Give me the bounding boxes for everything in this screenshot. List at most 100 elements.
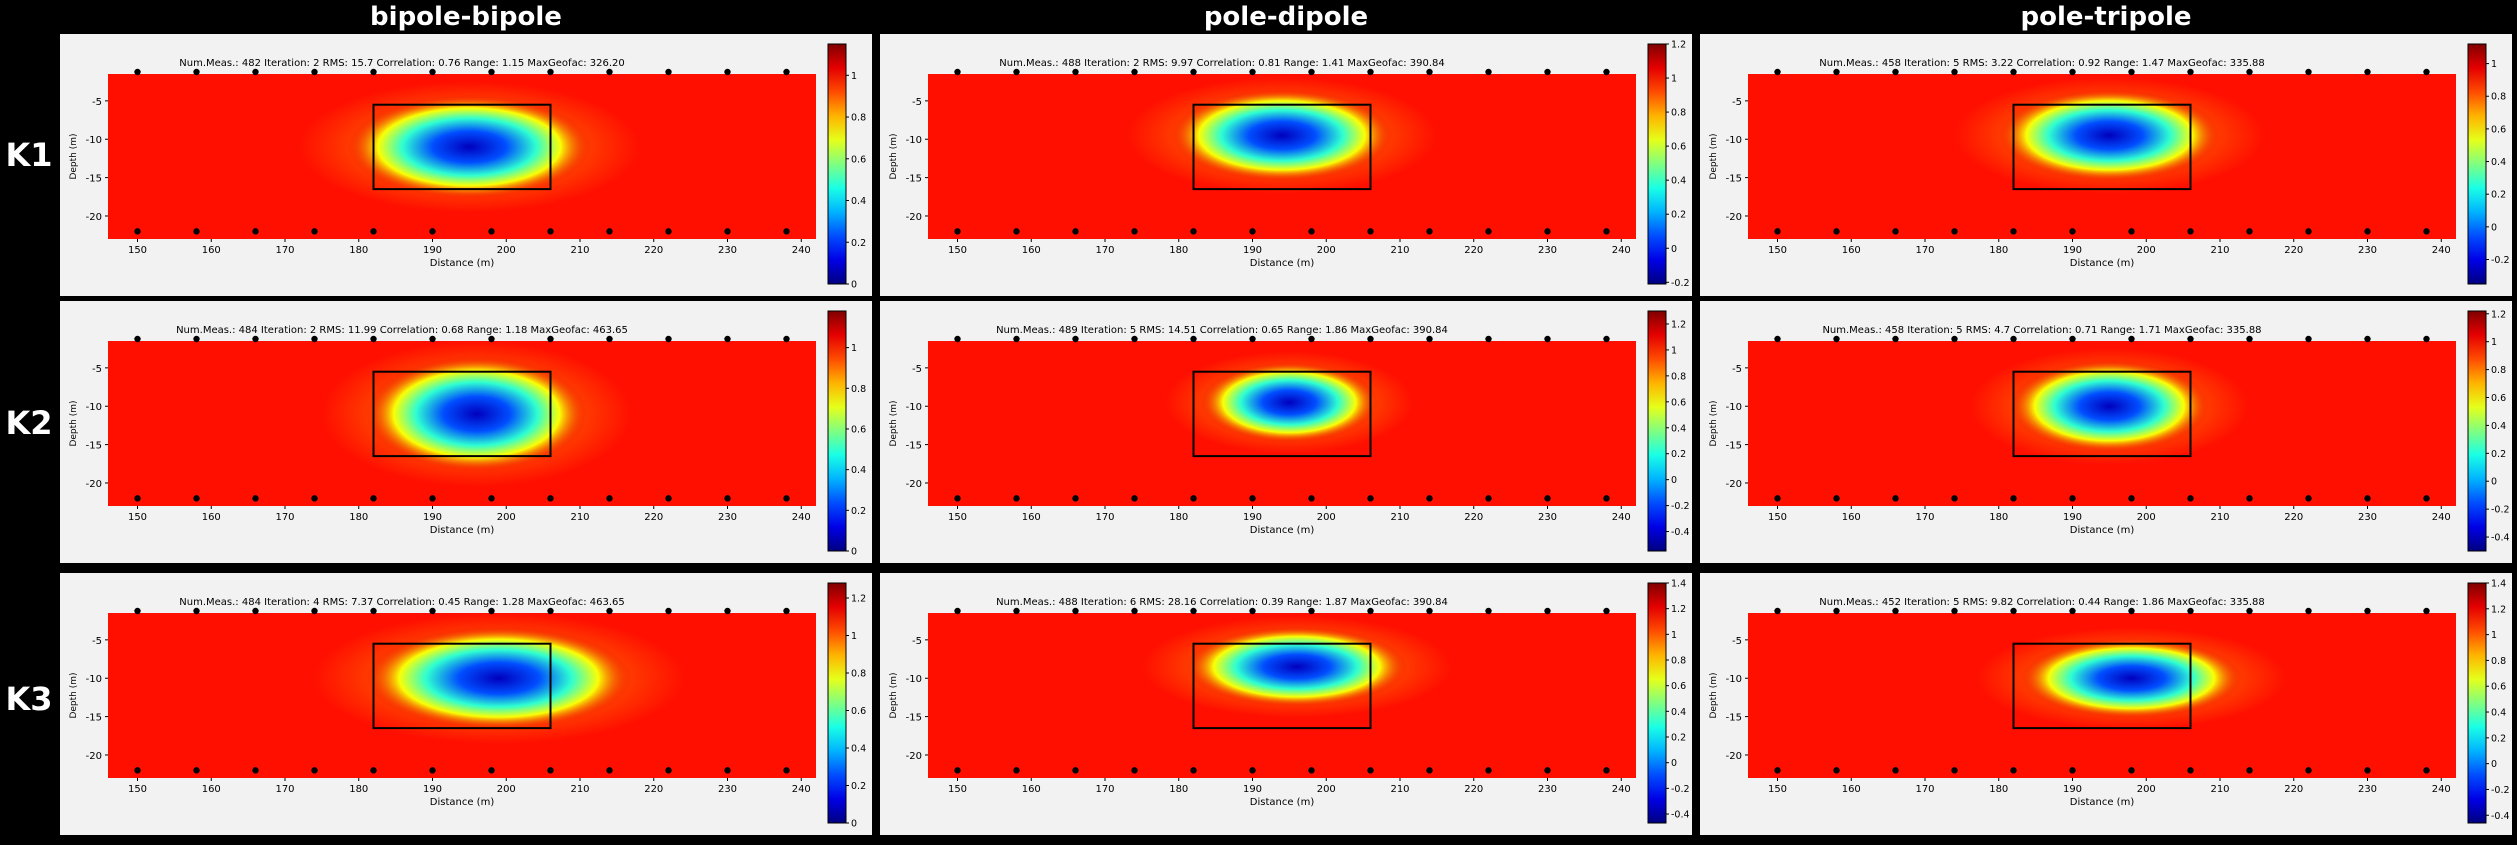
electrode-marker bbox=[429, 607, 436, 615]
electrode-marker bbox=[665, 68, 672, 76]
colorbar-tick-label: 0.8 bbox=[1671, 108, 1686, 119]
heatmap-chart: Num.Meas.: 488 Iteration: 6 RMS: 28.16 C… bbox=[889, 579, 1690, 824]
x-tick-label: 240 bbox=[792, 512, 811, 523]
x-tick-label: 200 bbox=[497, 245, 516, 256]
colorbar-tick-label: 1 bbox=[1671, 345, 1677, 356]
stats-text: Num.Meas.: 484 Iteration: 4 RMS: 7.37 Co… bbox=[179, 597, 624, 608]
x-tick-label: 230 bbox=[2358, 784, 2377, 795]
electrode-marker bbox=[311, 495, 318, 502]
stats-text: Num.Meas.: 484 Iteration: 2 RMS: 11.99 C… bbox=[176, 325, 628, 336]
electrode-marker bbox=[1951, 68, 1958, 76]
colorbar bbox=[827, 582, 847, 824]
colorbar-tick-label: 0.4 bbox=[2491, 708, 2506, 719]
electrode-marker bbox=[2187, 228, 2194, 235]
electrode-marker bbox=[1833, 767, 1840, 774]
electrode-marker bbox=[370, 495, 377, 502]
x-tick-label: 160 bbox=[1022, 245, 1041, 256]
electrode-marker bbox=[1603, 767, 1610, 774]
electrode-marker bbox=[2069, 607, 2076, 615]
electrode-marker bbox=[1833, 228, 1840, 235]
x-tick-label: 210 bbox=[1390, 512, 1409, 523]
electrode-marker bbox=[1072, 335, 1079, 343]
electrode-marker bbox=[2069, 68, 2076, 76]
electrode-marker bbox=[1072, 495, 1079, 502]
electrode-marker bbox=[1131, 228, 1138, 235]
electrode-marker bbox=[1544, 767, 1551, 774]
x-tick-label: 170 bbox=[275, 784, 294, 795]
y-tick-label: -20 bbox=[1726, 479, 1742, 490]
chart-panel-k3-pole-dipole: Num.Meas.: 488 Iteration: 6 RMS: 28.16 C… bbox=[880, 573, 1692, 835]
electrode-marker bbox=[311, 228, 318, 235]
colorbar-tick-label: 0.4 bbox=[1671, 707, 1686, 718]
colorbar-tick-label: 0 bbox=[1671, 758, 1677, 769]
electrode-marker bbox=[954, 68, 961, 76]
electrode-marker bbox=[1485, 335, 1492, 343]
electrode-marker bbox=[2010, 495, 2017, 502]
x-tick-label: 180 bbox=[1169, 512, 1188, 523]
electrode-marker bbox=[1774, 767, 1781, 774]
colorbar-tick-label: 0.4 bbox=[1671, 176, 1686, 187]
colorbar-tick-label: 1.2 bbox=[1671, 40, 1686, 51]
x-tick-label: 150 bbox=[1768, 784, 1787, 795]
x-tick-label: 210 bbox=[1390, 245, 1409, 256]
colorbar-tick-label: -0.2 bbox=[2491, 255, 2510, 266]
colorbar-tick-label: 0 bbox=[2491, 759, 2497, 770]
chart-panel-k2-pole-dipole: Num.Meas.: 489 Iteration: 5 RMS: 14.51 C… bbox=[880, 301, 1692, 563]
electrode-marker bbox=[429, 68, 436, 76]
electrode-marker bbox=[1013, 767, 1020, 774]
colorbar-tick-label: 0 bbox=[851, 819, 857, 830]
x-tick-label: 240 bbox=[1612, 512, 1631, 523]
x-tick-label: 160 bbox=[1842, 512, 1861, 523]
x-tick-label: 190 bbox=[2063, 784, 2082, 795]
colorbar-tick-label: -0.4 bbox=[1671, 810, 1690, 821]
y-tick-label: -10 bbox=[906, 135, 922, 146]
electrode-marker bbox=[724, 335, 731, 343]
electrode-marker bbox=[2305, 767, 2312, 774]
stats-text: Num.Meas.: 452 Iteration: 5 RMS: 9.82 Co… bbox=[1819, 597, 2264, 608]
electrode-marker bbox=[252, 495, 259, 502]
electrode-marker bbox=[2305, 68, 2312, 76]
electrode-marker bbox=[2069, 228, 2076, 235]
colorbar-tick-label: 0.6 bbox=[2491, 124, 2506, 135]
electrode-marker bbox=[1544, 68, 1551, 76]
colorbar bbox=[2467, 43, 2487, 285]
x-tick-label: 220 bbox=[1464, 512, 1483, 523]
heatmap-chart: Num.Meas.: 482 Iteration: 2 RMS: 15.7 Co… bbox=[69, 43, 866, 291]
x-tick-label: 190 bbox=[1243, 784, 1262, 795]
colorbar-tick-label: 0 bbox=[2491, 222, 2497, 233]
x-tick-label: 170 bbox=[1095, 784, 1114, 795]
x-tick-label: 210 bbox=[570, 245, 589, 256]
colorbar-tick-label: 1.2 bbox=[1671, 604, 1686, 615]
electrode-marker bbox=[1249, 335, 1256, 343]
electrode-marker bbox=[724, 495, 731, 502]
colorbar-tick-label: -0.4 bbox=[2491, 811, 2510, 822]
electrode-marker bbox=[252, 228, 259, 235]
electrode-marker bbox=[1774, 495, 1781, 502]
colorbar-tick-label: 0.2 bbox=[851, 238, 866, 249]
electrode-marker bbox=[370, 68, 377, 76]
electrode-marker bbox=[954, 767, 961, 774]
electrode-marker bbox=[1249, 767, 1256, 774]
colorbar-tick-label: 0.4 bbox=[1671, 423, 1686, 434]
colorbar bbox=[827, 310, 847, 552]
electrode-marker bbox=[2187, 68, 2194, 76]
heatmap-chart: Num.Meas.: 484 Iteration: 2 RMS: 11.99 C… bbox=[69, 310, 866, 558]
electrode-marker bbox=[252, 335, 259, 343]
x-tick-label: 150 bbox=[128, 784, 147, 795]
x-tick-label: 180 bbox=[349, 512, 368, 523]
anomaly-core bbox=[1200, 362, 1378, 443]
colorbar-tick-label: 1.2 bbox=[2491, 309, 2506, 320]
electrode-marker bbox=[606, 335, 613, 343]
x-tick-label: 220 bbox=[2284, 784, 2303, 795]
y-tick-label: -15 bbox=[1726, 441, 1742, 452]
electrode-marker bbox=[252, 767, 259, 774]
x-tick-label: 170 bbox=[275, 512, 294, 523]
electrode-marker bbox=[1131, 68, 1138, 76]
electrode-marker bbox=[2187, 607, 2194, 615]
x-tick-label: 200 bbox=[497, 784, 516, 795]
anomaly-core bbox=[2009, 360, 2209, 453]
y-tick-label: -15 bbox=[906, 713, 922, 724]
electrode-marker bbox=[1367, 607, 1374, 615]
x-tick-label: 220 bbox=[644, 784, 663, 795]
electrode-marker bbox=[2305, 335, 2312, 343]
